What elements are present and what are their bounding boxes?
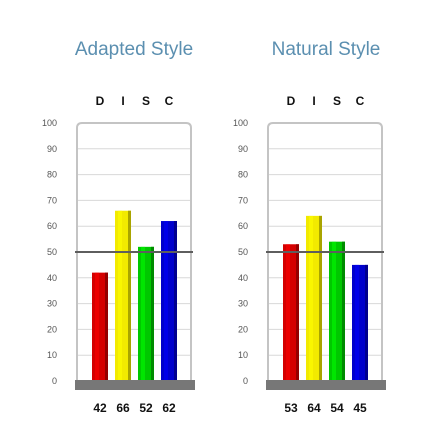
y-tick-label: 80 bbox=[238, 170, 248, 180]
category-header-d: D bbox=[96, 94, 105, 108]
y-tick-label: 40 bbox=[238, 273, 248, 283]
bar-shade bbox=[365, 264, 368, 381]
y-tick-label: 0 bbox=[52, 376, 57, 386]
y-tick-label: 30 bbox=[47, 299, 57, 309]
y-tick-label: 30 bbox=[238, 299, 248, 309]
y-tick-label: 0 bbox=[243, 376, 248, 386]
y-tick-label: 50 bbox=[47, 247, 57, 257]
chart-title: Adapted Style bbox=[75, 39, 193, 60]
y-tick-label: 50 bbox=[238, 247, 248, 257]
value-label-i: 66 bbox=[116, 401, 130, 415]
category-header-c: C bbox=[165, 94, 174, 108]
y-tick-label: 20 bbox=[238, 324, 248, 334]
category-header-i: I bbox=[312, 94, 315, 108]
bar-shade bbox=[128, 210, 131, 381]
bar-highlight bbox=[355, 264, 359, 381]
bar-shade bbox=[296, 244, 299, 381]
bar-shade bbox=[151, 246, 154, 381]
value-label-i: 64 bbox=[307, 401, 321, 415]
y-tick-label: 90 bbox=[47, 144, 57, 154]
bar-shade bbox=[174, 221, 177, 381]
y-tick-label: 60 bbox=[47, 221, 57, 231]
category-header-s: S bbox=[333, 94, 341, 108]
chart-base bbox=[75, 380, 195, 390]
y-tick-label: 70 bbox=[47, 195, 57, 205]
bar-shade bbox=[319, 215, 322, 381]
value-label-c: 62 bbox=[162, 401, 176, 415]
y-tick-label: 100 bbox=[233, 118, 248, 128]
chart-title: Natural Style bbox=[272, 39, 381, 60]
value-label-d: 42 bbox=[93, 401, 107, 415]
natural-style-panel: Natural Style 0 10 20 30 40 50 60 70 80 90 100 D I S C… bbox=[233, 39, 386, 415]
value-label-d: 53 bbox=[284, 401, 298, 415]
y-tick-label: 100 bbox=[42, 118, 57, 128]
bar-highlight bbox=[332, 241, 336, 381]
category-header-d: D bbox=[287, 94, 296, 108]
value-label-c: 45 bbox=[353, 401, 367, 415]
y-tick-label: 10 bbox=[47, 350, 57, 360]
bar-highlight bbox=[309, 215, 313, 381]
bar-highlight bbox=[164, 221, 168, 381]
y-tick-label: 70 bbox=[238, 195, 248, 205]
y-tick-label: 20 bbox=[47, 324, 57, 334]
y-tick-label: 90 bbox=[238, 144, 248, 154]
y-tick-label: 10 bbox=[238, 350, 248, 360]
adapted-style-panel: Adapted Style 0 10 20 30 40 50 60 70 80 90 100 D I S C… bbox=[42, 39, 195, 415]
y-tick-label: 40 bbox=[47, 273, 57, 283]
bar-shade bbox=[105, 272, 108, 381]
bar-highlight bbox=[95, 272, 99, 381]
category-header-i: I bbox=[121, 94, 124, 108]
bar-highlight bbox=[118, 210, 122, 381]
bar-highlight bbox=[141, 246, 145, 381]
y-tick-label: 60 bbox=[238, 221, 248, 231]
bar-shade bbox=[342, 241, 345, 381]
bar-highlight bbox=[286, 244, 290, 381]
category-header-s: S bbox=[142, 94, 150, 108]
category-header-c: C bbox=[356, 94, 365, 108]
value-label-s: 52 bbox=[139, 401, 153, 415]
y-tick-label: 80 bbox=[47, 170, 57, 180]
value-label-s: 54 bbox=[330, 401, 344, 415]
chart-base bbox=[266, 380, 386, 390]
